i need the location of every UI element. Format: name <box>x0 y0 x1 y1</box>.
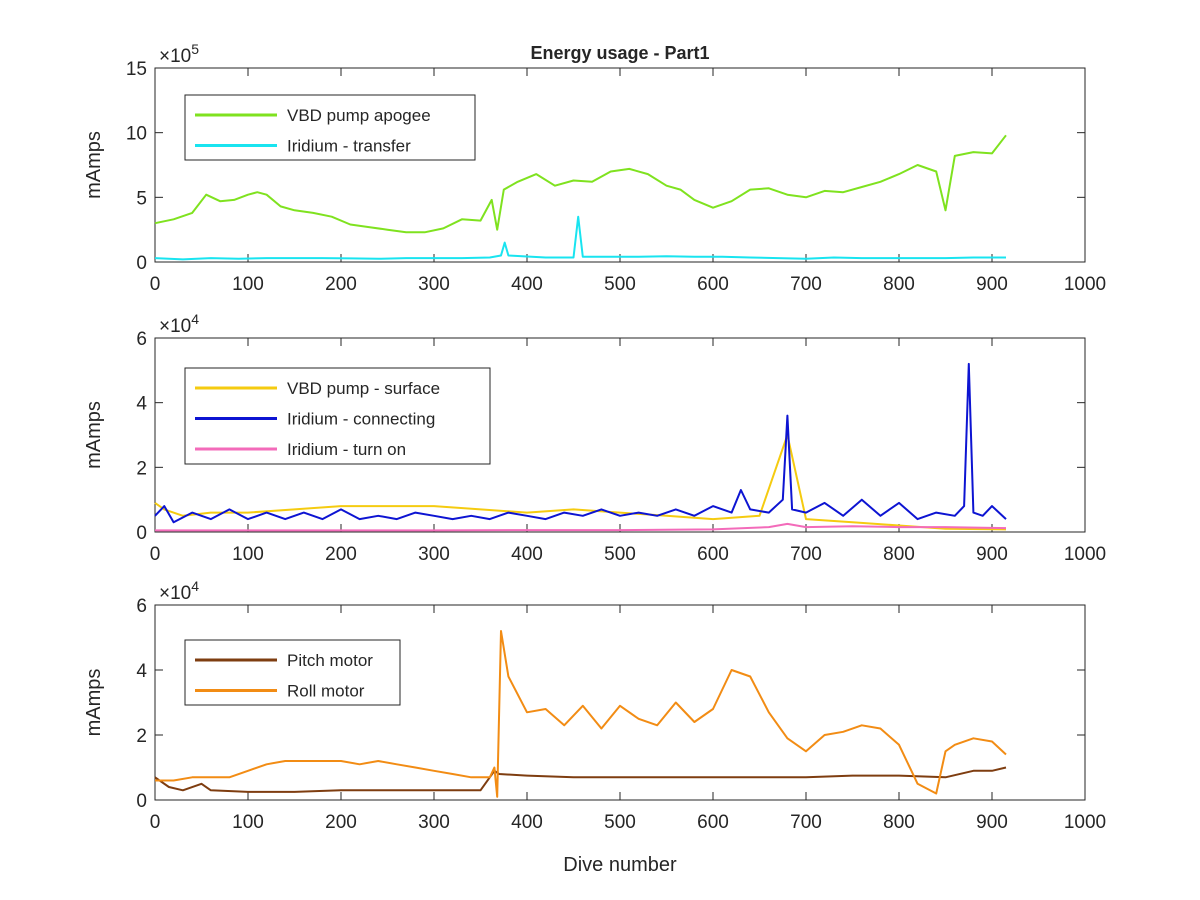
series-line <box>154 134 1007 234</box>
x-tick-label: 1000 <box>1064 274 1106 295</box>
legend: VBD pump - surface Iridium - connecting Ir… <box>184 367 491 465</box>
y-tick-label: 4 <box>136 661 147 682</box>
x-tick-label: 300 <box>418 544 450 565</box>
x-tick-label: 600 <box>697 812 729 833</box>
x-tick-label: 700 <box>790 544 822 565</box>
legend: Pitch motor Roll motor <box>184 639 401 706</box>
x-tick-label: 800 <box>883 812 915 833</box>
x-tick-label: 1000 <box>1064 812 1106 833</box>
x-tick-label: 800 <box>883 544 915 565</box>
legend-entry: Pitch motor <box>287 651 373 670</box>
x-tick-label: 500 <box>604 274 636 295</box>
x-tick-label: 900 <box>976 544 1008 565</box>
x-tick-label: 0 <box>150 812 161 833</box>
legend-entry: Iridium - transfer <box>287 137 411 156</box>
series-line <box>154 434 1007 531</box>
x-tick-label: 200 <box>325 544 357 565</box>
legend-entry: Roll motor <box>287 682 365 701</box>
subplot-3: 0 100 200 300 400 500 600 700 800 900 1000 0 2 4 6 ×104… <box>83 578 1106 833</box>
y-axis-label: mAmps <box>83 401 105 469</box>
legend: VBD pump apogee Iridium - transfer <box>184 94 476 161</box>
series-line <box>155 630 1007 798</box>
y-tick-label: 5 <box>136 188 147 209</box>
y-tick-label: 4 <box>136 394 147 415</box>
series-line <box>154 215 1006 261</box>
x-tick-label: 700 <box>790 812 822 833</box>
x-tick-label: 0 <box>150 274 161 295</box>
x-tick-label: 300 <box>418 274 450 295</box>
x-tick-label: 100 <box>232 274 264 295</box>
y-tick-label: 10 <box>126 124 147 145</box>
x-tick-label: 300 <box>418 812 450 833</box>
y-axis-label: mAmps <box>83 669 105 737</box>
x-tick-label: 100 <box>232 544 264 565</box>
series-line <box>155 522 1007 532</box>
y-tick-label: 0 <box>136 253 147 274</box>
y-exponent-label: ×104 <box>159 578 199 604</box>
legend-entry: VBD pump apogee <box>287 106 431 125</box>
legend-box <box>184 94 476 161</box>
x-tick-label: 900 <box>976 274 1008 295</box>
y-tick-label: 6 <box>136 596 147 617</box>
x-tick-label: 500 <box>604 812 636 833</box>
y-tick-label: 6 <box>136 329 147 350</box>
y-axis-label: mAmps <box>83 131 105 199</box>
x-tick-label: 400 <box>511 812 543 833</box>
subplot-2: 0 100 200 300 400 500 600 700 800 900 1000 0 2 4 6 ×104… <box>83 311 1106 565</box>
x-tick-label: 400 <box>511 544 543 565</box>
y-exponent-label: ×104 <box>159 311 199 337</box>
legend-entry: Iridium - turn on <box>287 440 406 459</box>
series-line <box>154 766 1007 793</box>
x-tick-label: 100 <box>232 812 264 833</box>
y-tick-label: 0 <box>136 791 147 812</box>
y-tick-label: 0 <box>136 523 147 544</box>
x-tick-label: 500 <box>604 544 636 565</box>
x-tick-label: 600 <box>697 274 729 295</box>
y-tick-label: 15 <box>126 59 147 80</box>
x-axis-label: Dive number <box>563 854 677 876</box>
subplot-1: 0 100 200 300 400 500 600 700 800 900 1000 0 5 10 15 ×1… <box>83 41 1106 295</box>
x-tick-label: 600 <box>697 544 729 565</box>
series-line <box>154 362 1007 524</box>
x-tick-label: 700 <box>790 274 822 295</box>
y-tick-label: 2 <box>136 458 147 479</box>
legend-entry: Iridium - connecting <box>287 410 435 429</box>
x-tick-label: 0 <box>150 544 161 565</box>
legend-box <box>184 639 401 706</box>
y-tick-label: 2 <box>136 726 147 747</box>
x-tick-label: 400 <box>511 274 543 295</box>
x-tick-label: 900 <box>976 812 1008 833</box>
x-tick-label: 800 <box>883 274 915 295</box>
x-tick-label: 1000 <box>1064 544 1106 565</box>
y-exponent-label: ×105 <box>159 41 199 67</box>
panels: 0 100 200 300 400 500 600 700 800 900 1000051015×1… <box>83 41 1106 833</box>
legend-entry: VBD pump - surface <box>287 379 440 398</box>
x-tick-label: 200 <box>325 812 357 833</box>
figure-title: Energy usage - Part1 <box>530 43 709 63</box>
x-tick-label: 200 <box>325 274 357 295</box>
